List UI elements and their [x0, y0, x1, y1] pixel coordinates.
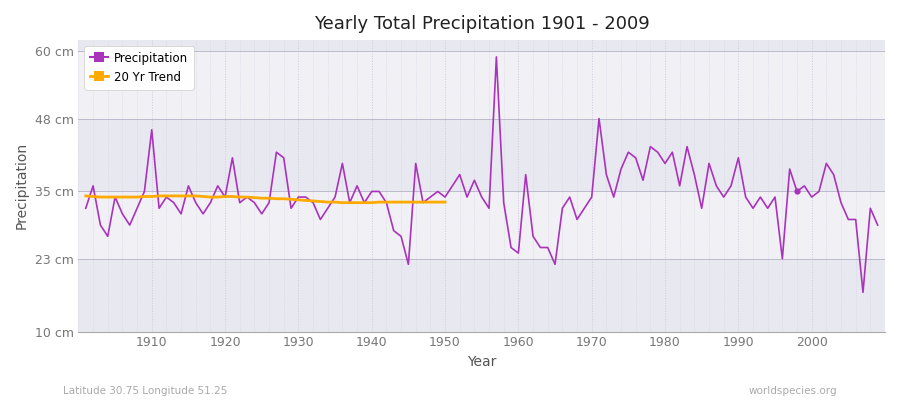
X-axis label: Year: Year — [467, 355, 497, 369]
Y-axis label: Precipitation: Precipitation — [15, 142, 29, 230]
Bar — [78, 259, 885, 332]
Bar — [78, 118, 885, 192]
Bar — [78, 51, 885, 118]
Text: worldspecies.org: worldspecies.org — [749, 386, 837, 396]
Bar — [78, 192, 885, 259]
Bar — [78, 40, 885, 51]
Title: Yearly Total Precipitation 1901 - 2009: Yearly Total Precipitation 1901 - 2009 — [314, 15, 650, 33]
Text: Latitude 30.75 Longitude 51.25: Latitude 30.75 Longitude 51.25 — [63, 386, 228, 396]
Legend: Precipitation, 20 Yr Trend: Precipitation, 20 Yr Trend — [85, 46, 194, 90]
